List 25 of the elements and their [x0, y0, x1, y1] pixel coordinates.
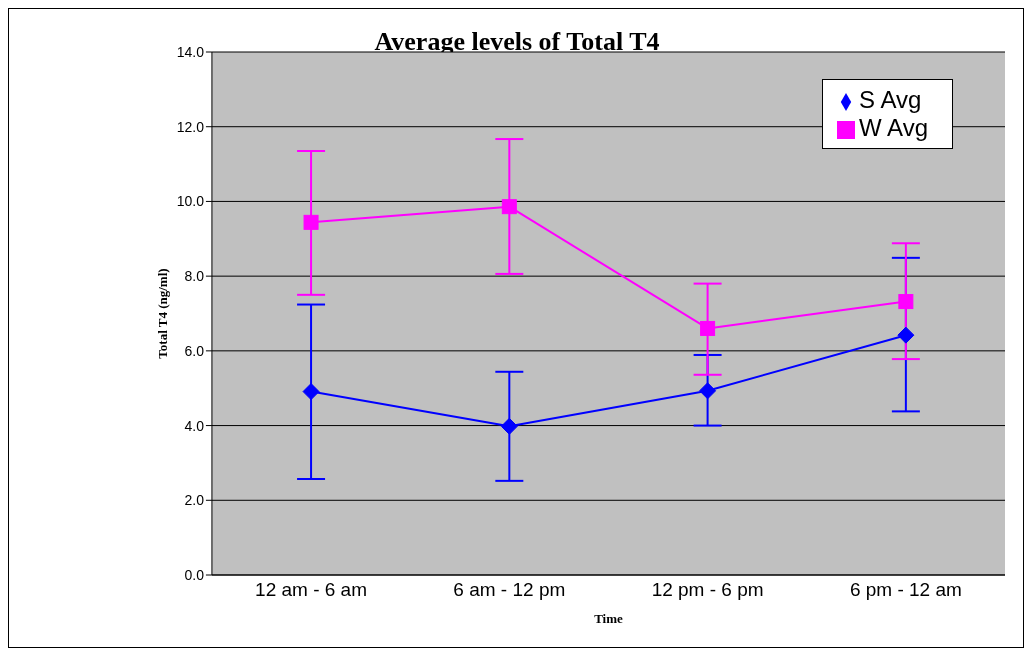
x-tick-label: 6 pm - 12 am — [849, 579, 962, 601]
y-tick-label: 10.0 — [176, 193, 205, 210]
y-axis-title: Total T4 (ng/ml) — [154, 268, 170, 359]
legend-label: W Avg — [859, 114, 928, 141]
x-tick-label: 6 am - 12 pm — [453, 579, 566, 601]
point — [500, 417, 518, 435]
point — [898, 294, 914, 310]
x-tick-label: 12 am - 6 am — [255, 579, 368, 601]
point — [699, 382, 717, 400]
y-tick-label: 4.0 — [184, 417, 205, 434]
point — [302, 383, 320, 401]
y-tick-label: 14.0 — [176, 43, 205, 60]
y-tick-label: 2.0 — [184, 492, 205, 509]
y-tick-label: 8.0 — [184, 268, 205, 285]
point — [501, 199, 517, 215]
y-tick-label: 0.0 — [184, 566, 205, 583]
x-axis-title: Time — [594, 611, 624, 626]
chart-title: Average levels of Total T4 — [374, 27, 660, 56]
point — [897, 326, 915, 344]
y-tick-label: 6.0 — [184, 342, 205, 359]
x-tick-label: 12 pm - 6 pm — [651, 579, 764, 601]
legend-label: S Avg — [859, 86, 922, 113]
point — [700, 320, 716, 336]
point — [303, 214, 319, 230]
y-tick-label: 12.0 — [176, 118, 205, 135]
